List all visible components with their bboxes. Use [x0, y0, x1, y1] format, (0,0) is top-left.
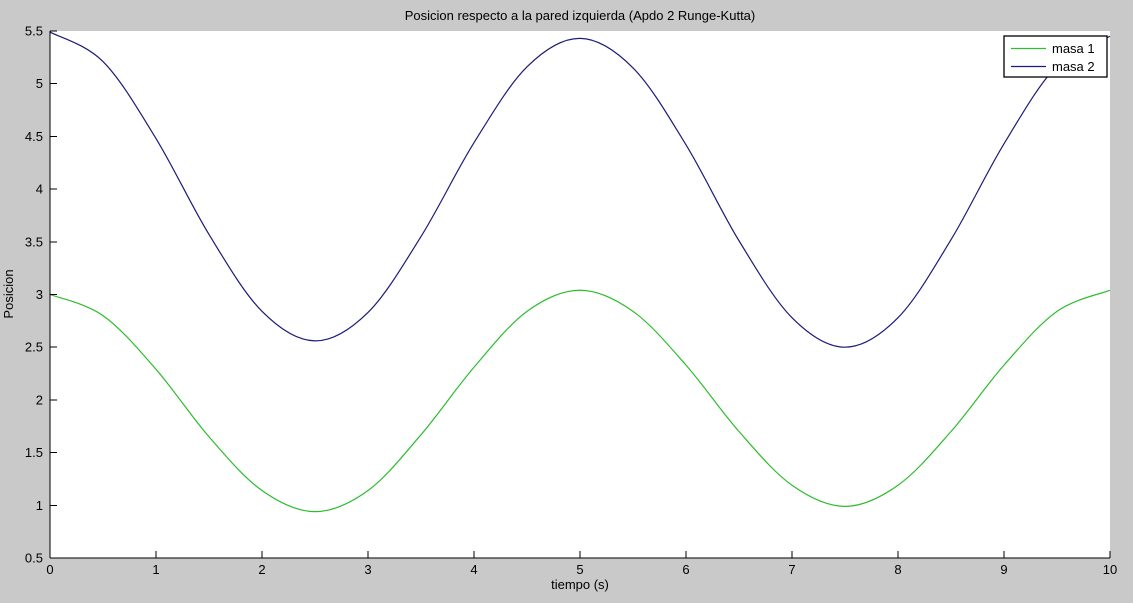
x-axis-label: tiempo (s)	[551, 577, 609, 592]
y-tick-label: 4	[36, 182, 43, 197]
x-tick-label: 9	[1000, 562, 1007, 577]
x-tick-label: 2	[258, 562, 265, 577]
series-line-masa-1	[49, 289, 1111, 513]
legend-label-masa-1: masa 1	[1052, 41, 1095, 56]
x-tick-label: 3	[364, 562, 371, 577]
series-curves	[49, 31, 1111, 513]
y-tick-label: 5.5	[25, 24, 43, 39]
y-tick-label: 4.5	[25, 129, 43, 144]
y-axis-ticks: 0.5 1 1.5 2 2.5 3 3.5 4 4.5 5 5.5	[25, 24, 57, 566]
x-tick-label: 6	[682, 562, 689, 577]
plot-area	[50, 31, 1110, 558]
y-tick-label: 0.5	[25, 551, 43, 566]
x-axis-ticks: 0 1 2 3 4 5 6 7 8 9 10	[46, 551, 1117, 577]
series-line-masa-2	[49, 31, 1111, 348]
y-tick-label: 2	[36, 392, 43, 407]
y-tick-label: 3	[36, 287, 43, 302]
y-axis-label: Posicion	[1, 269, 16, 318]
x-tick-label: 10	[1103, 562, 1117, 577]
x-tick-label: 4	[470, 562, 477, 577]
legend-box	[1003, 35, 1108, 78]
x-tick-label: 7	[788, 562, 795, 577]
y-tick-label: 3.5	[25, 234, 43, 249]
x-tick-label: 1	[152, 562, 159, 577]
chart-title: Posicion respecto a la pared izquierda (…	[405, 8, 756, 23]
legend-label-masa-2: masa 2	[1052, 59, 1095, 74]
y-tick-label: 1.5	[25, 445, 43, 460]
x-tick-label: 5	[576, 562, 583, 577]
y-tick-label: 2.5	[25, 340, 43, 355]
legend: masa 1 masa 2	[1003, 35, 1108, 78]
y-tick-label: 5	[36, 76, 43, 91]
x-tick-label: 0	[46, 562, 53, 577]
y-tick-label: 1	[36, 498, 43, 513]
x-tick-label: 8	[894, 562, 901, 577]
